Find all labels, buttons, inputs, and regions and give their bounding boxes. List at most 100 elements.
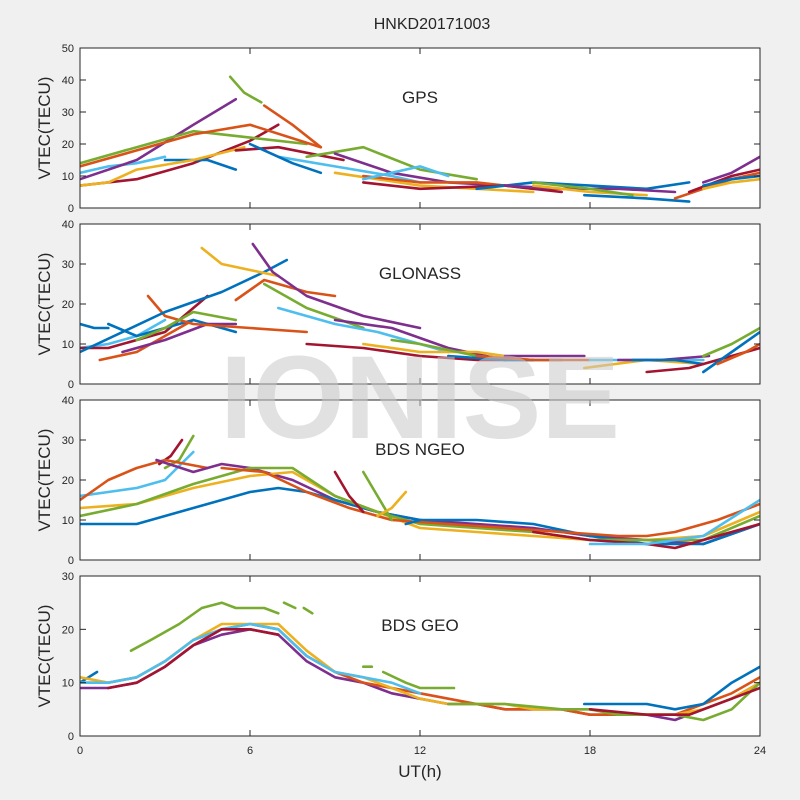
- series-line: [701, 174, 760, 187]
- series-line: [701, 155, 760, 184]
- series-line: [107, 627, 280, 690]
- series-line: [333, 152, 507, 187]
- y-tick-label: 20: [62, 624, 74, 636]
- series-line: [361, 181, 564, 194]
- series-line: [135, 310, 238, 342]
- y-axis-label: VTEC(TECU): [35, 605, 54, 708]
- panel-label: BDS GEO: [381, 616, 458, 635]
- series-line: [80, 145, 246, 187]
- series-line: [234, 278, 337, 302]
- series-line: [673, 171, 760, 200]
- series-line: [404, 518, 422, 526]
- y-tick-label: 50: [62, 43, 74, 55]
- series-line: [234, 145, 345, 162]
- y-tick-label: 10: [62, 678, 74, 690]
- series-line: [80, 670, 99, 685]
- series-line: [80, 129, 309, 165]
- series-group: [80, 601, 760, 722]
- axes-background: [80, 224, 760, 384]
- series-line: [276, 155, 422, 184]
- series-line: [631, 358, 705, 366]
- series-line: [220, 466, 760, 538]
- series-line: [701, 177, 760, 191]
- series-line: [129, 601, 280, 653]
- series-line: [121, 322, 238, 354]
- y-axis-label: VTEC(TECU): [35, 77, 54, 180]
- series-line: [582, 665, 760, 711]
- series-line: [701, 326, 760, 358]
- series-line: [582, 193, 691, 203]
- panel-label: GLONASS: [379, 264, 461, 283]
- series-group: [80, 242, 760, 374]
- y-tick-label: 30: [62, 435, 74, 447]
- y-tick-label: 20: [62, 475, 74, 487]
- panel-label: BDS NGEO: [375, 440, 465, 459]
- x-tick-label: 6: [247, 745, 253, 757]
- series-line: [248, 142, 323, 175]
- y-tick-label: 30: [62, 259, 74, 271]
- series-line: [80, 123, 280, 187]
- series-line: [361, 165, 450, 181]
- x-tick-label: 0: [77, 745, 83, 757]
- watermark: IONISE: [220, 332, 620, 464]
- series-line: [701, 330, 760, 374]
- series-line: [588, 686, 760, 717]
- x-tick-label: 18: [584, 745, 596, 757]
- series-line: [262, 104, 323, 149]
- series-line: [163, 158, 238, 171]
- series-line: [80, 322, 110, 330]
- series-group: [80, 434, 760, 550]
- panel-glonass: 0 10 20 30 40 VTEC(TECU) GLONASS: [35, 219, 761, 391]
- series-line: [475, 354, 592, 362]
- y-tick-label: 10: [62, 515, 74, 527]
- panel-label: GPS: [402, 88, 438, 107]
- y-tick-label: 10: [62, 171, 74, 183]
- y-axis-label: VTEC(TECU): [35, 253, 54, 356]
- y-tick-label: 0: [68, 731, 74, 743]
- figure-title: HNKD20171003: [374, 16, 491, 33]
- series-line: [333, 470, 365, 514]
- series-line: [80, 622, 422, 695]
- series-line: [376, 490, 408, 518]
- y-tick-label: 0: [68, 379, 74, 391]
- series-line: [251, 242, 422, 330]
- series-line: [305, 145, 479, 181]
- series-line: [302, 606, 314, 615]
- y-tick-label: 30: [62, 571, 74, 583]
- x-axis-label: UT(h): [398, 762, 441, 781]
- y-tick-label: 40: [62, 75, 74, 87]
- series-line: [80, 458, 209, 502]
- series-group: [80, 75, 760, 203]
- series-line: [716, 342, 760, 366]
- panel-bds-geo: 0 6 12 18 24 0 10 20 30 VTEC(TECU) BDS GEO: [35, 571, 766, 757]
- series-line: [80, 450, 195, 498]
- series-line: [282, 601, 297, 610]
- axes-background: [80, 400, 760, 560]
- series-line: [361, 342, 507, 358]
- y-axis-label: VTEC(TECU): [35, 429, 54, 532]
- y-tick-label: 30: [62, 107, 74, 119]
- x-tick-label: 12: [414, 745, 426, 757]
- series-line: [531, 181, 634, 197]
- panel-gps: 0 10 20 30 40 50 VTEC(TECU) GPS: [35, 43, 761, 215]
- series-line: [146, 294, 309, 334]
- axes-background: [80, 576, 760, 736]
- series-line: [531, 522, 760, 550]
- axes-background: [80, 48, 760, 208]
- y-tick-label: 10: [62, 339, 74, 351]
- series-line: [80, 123, 323, 168]
- y-tick-label: 20: [62, 139, 74, 151]
- series-line: [228, 75, 263, 104]
- y-tick-label: 0: [68, 555, 74, 567]
- series-line: [446, 681, 760, 722]
- series-line: [333, 318, 507, 362]
- series-line: [80, 258, 289, 354]
- series-line: [381, 670, 456, 690]
- series-line: [80, 466, 760, 542]
- y-tick-label: 0: [68, 203, 74, 215]
- y-tick-label: 40: [62, 219, 74, 231]
- series-line: [588, 498, 760, 546]
- series-line: [475, 181, 691, 191]
- panel-bds-ngeo: 0 10 20 30 40 VTEC(TECU) BDS NGEO: [35, 395, 761, 567]
